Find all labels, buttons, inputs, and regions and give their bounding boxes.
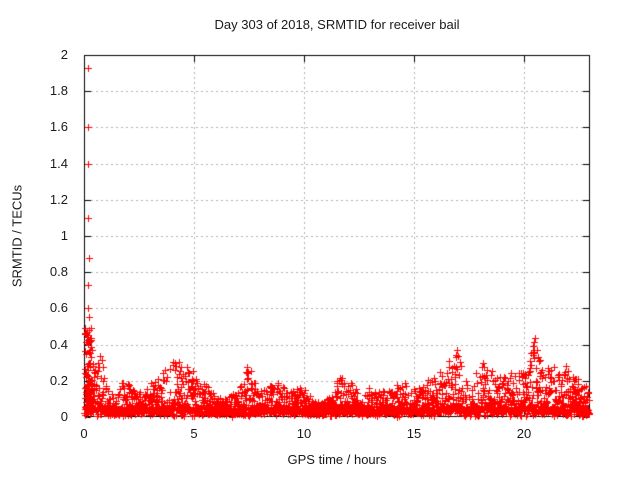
- y-tick-label: 2: [60, 47, 68, 62]
- y-tick-label: 1.2: [49, 192, 68, 207]
- x-axis-label: GPS time / hours: [287, 452, 387, 467]
- chart-title: Day 303 of 2018, SRMTID for receiver bai…: [214, 17, 460, 32]
- y-tick-label: 1.4: [49, 156, 68, 171]
- x-tick-label: 10: [296, 426, 312, 441]
- x-tick-label: 20: [516, 426, 532, 441]
- y-tick-label: 0.8: [49, 264, 68, 279]
- y-tick-label: 0.2: [49, 373, 68, 388]
- x-tick-label: 5: [190, 426, 198, 441]
- y-tick-label: 0: [60, 409, 68, 424]
- y-tick-label: 0.4: [49, 337, 68, 352]
- y-tick-label: 1.8: [49, 83, 68, 98]
- y-tick-label: 1: [60, 228, 68, 243]
- x-tick-label: 0: [80, 426, 88, 441]
- y-tick-label: 1.6: [49, 119, 68, 134]
- y-tick-label: 0.6: [49, 300, 68, 315]
- x-tick-label: 15: [406, 426, 422, 441]
